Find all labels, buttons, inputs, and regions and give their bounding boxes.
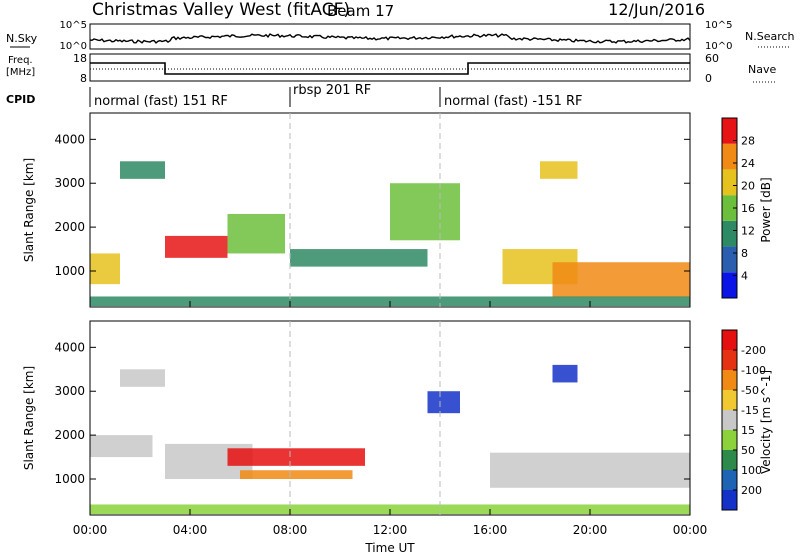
colorbar-tick-1: 4 (741, 270, 748, 283)
y-tick-label-3: 3000 (54, 384, 85, 398)
y-tick-label-2: 2000 (54, 428, 85, 442)
nave-tick-high: 60 (705, 52, 719, 65)
scatter-region-2 (120, 161, 165, 179)
freq-tick-high: 18 (73, 52, 87, 65)
freq-tick-low: 8 (80, 72, 87, 85)
scatter-region-8 (552, 364, 578, 383)
scatter-region-4 (227, 448, 365, 466)
nsky-panel: N.Sky 10^5 10^0 10^5 10^0 N.Search (6, 20, 795, 52)
nsearch-tick-high: 10^5 (705, 20, 732, 31)
colorbar-swatch-3 (722, 450, 737, 470)
x-axis: 00:00 04:00 08:00 12:00 16:00 20:00 00:00 (73, 523, 708, 537)
scatter-region-5 (240, 470, 353, 480)
date-label: 12/Jun/2016 (608, 0, 705, 19)
cpid-row: CPID normal (fast) 151 RF rbsp 201 RF no… (6, 83, 583, 109)
nsearch-tick-low: 10^0 (705, 41, 732, 52)
freq-trace (90, 62, 690, 75)
beam-label: Beam 17 (327, 2, 394, 20)
colorbar-swatch-4 (722, 195, 737, 221)
scatter-region-3 (165, 235, 228, 258)
colorbar-tick-7: -100 (741, 364, 766, 377)
nsky-tick-low: 10^0 (60, 41, 87, 52)
x-tick-label-2: 04:00 (173, 523, 208, 537)
colorbar-tick-8: -200 (741, 344, 766, 357)
power-colorbar-label: Power [dB] (759, 177, 773, 242)
colorbar-tick-6: 24 (741, 157, 755, 170)
colorbar-swatch-2 (722, 246, 737, 273)
velocity-colorbar: 200 100 50 15 -15 -50 -100 -200 (721, 329, 766, 511)
colorbar-tick-2: 8 (741, 247, 748, 260)
power-ylabel: Slant Range [km] (22, 158, 36, 262)
y-tick-label-3: 3000 (54, 176, 85, 190)
freq-label-2: [MHz] (6, 67, 35, 78)
x-tick-label-4: 12:00 (373, 523, 408, 537)
y-tick-label-1: 1000 (54, 472, 85, 486)
colorbar-swatch-7 (722, 370, 737, 390)
x-tick-label-7: 00:00 (673, 523, 708, 537)
velocity-colorbar-label: Velocity [m s^-1] (759, 370, 773, 474)
colorbar-tick-7: 28 (741, 135, 755, 148)
colorbar-swatch-8 (722, 350, 737, 370)
scatter-region-9 (540, 161, 578, 179)
nsky-tick-high: 10^5 (60, 20, 87, 31)
nsky-trace (89, 33, 691, 44)
cpid-segment-1: normal (fast) 151 RF (94, 94, 228, 109)
x-tick-label-1: 00:00 (73, 523, 108, 537)
velocity-ylabel: Slant Range [km] (22, 366, 36, 470)
colorbar-swatch-9 (722, 330, 737, 350)
scatter-region-6 (427, 391, 460, 414)
x-tick-label-6: 20:00 (573, 523, 608, 537)
scatter-region-4 (227, 213, 285, 254)
colorbar-tick-2: 100 (741, 464, 762, 477)
colorbar-swatch-4 (722, 430, 737, 450)
scatter-region-7 (490, 452, 690, 488)
x-tick-label-3: 08:00 (273, 523, 308, 537)
colorbar-tick-5: -15 (741, 404, 759, 417)
colorbar-tick-1: 200 (741, 484, 762, 497)
colorbar-swatch-3 (722, 220, 737, 247)
power-colorbar: 4 8 12 16 20 24 28 (721, 117, 755, 299)
cpid-segment-3: normal (fast) -151 RF (444, 94, 583, 109)
scatter-region-2 (120, 369, 165, 387)
scatter-region-8 (552, 262, 690, 298)
power-panel: 1000 2000 3000 4000 Slant Range [km] (22, 112, 691, 308)
freq-label-1: Freq. (8, 55, 33, 66)
y-tick-label-4: 4000 (54, 132, 85, 146)
nsearch-label: N.Search (745, 30, 795, 43)
y-tick-label-2: 2000 (54, 220, 85, 234)
velocity-panel: 1000 2000 3000 4000 Slant Range [km] (22, 320, 691, 516)
nave-label: Nave (748, 63, 776, 76)
colorbar-swatch-1 (722, 490, 737, 510)
colorbar-swatch-6 (722, 390, 737, 410)
colorbar-swatch-7 (722, 118, 737, 144)
y-tick-label-1: 1000 (54, 264, 85, 278)
scatter-region-1 (90, 435, 153, 458)
nave-tick-low: 0 (705, 72, 712, 85)
colorbar-swatch-1 (722, 272, 737, 298)
colorbar-tick-4: 15 (741, 424, 755, 437)
scatter-region-6 (390, 183, 460, 241)
colorbar-swatch-5 (722, 169, 737, 196)
colorbar-swatch-2 (722, 470, 737, 490)
y-tick-label-4: 4000 (54, 340, 85, 354)
x-tick-label-5: 16:00 (473, 523, 508, 537)
colorbar-swatch-5 (722, 410, 737, 430)
scatter-region-1 (90, 253, 120, 285)
colorbar-tick-3: 50 (741, 444, 755, 457)
x-axis-label: Time UT (364, 541, 415, 554)
freq-panel: Freq. [MHz] 18 8 60 0 Nave (6, 52, 776, 85)
nsky-label: N.Sky (6, 32, 38, 45)
scatter-region-5 (290, 249, 428, 267)
cpid-label: CPID (6, 93, 35, 106)
cpid-segment-2: rbsp 201 RF (293, 83, 371, 98)
colorbar-tick-4: 16 (741, 202, 755, 215)
colorbar-tick-6: -50 (741, 384, 759, 397)
colorbar-swatch-6 (722, 143, 737, 170)
colorbar-tick-3: 12 (741, 225, 755, 238)
colorbar-tick-5: 20 (741, 180, 755, 193)
station-title: Christmas Valley West (fitACF) (92, 0, 350, 20)
